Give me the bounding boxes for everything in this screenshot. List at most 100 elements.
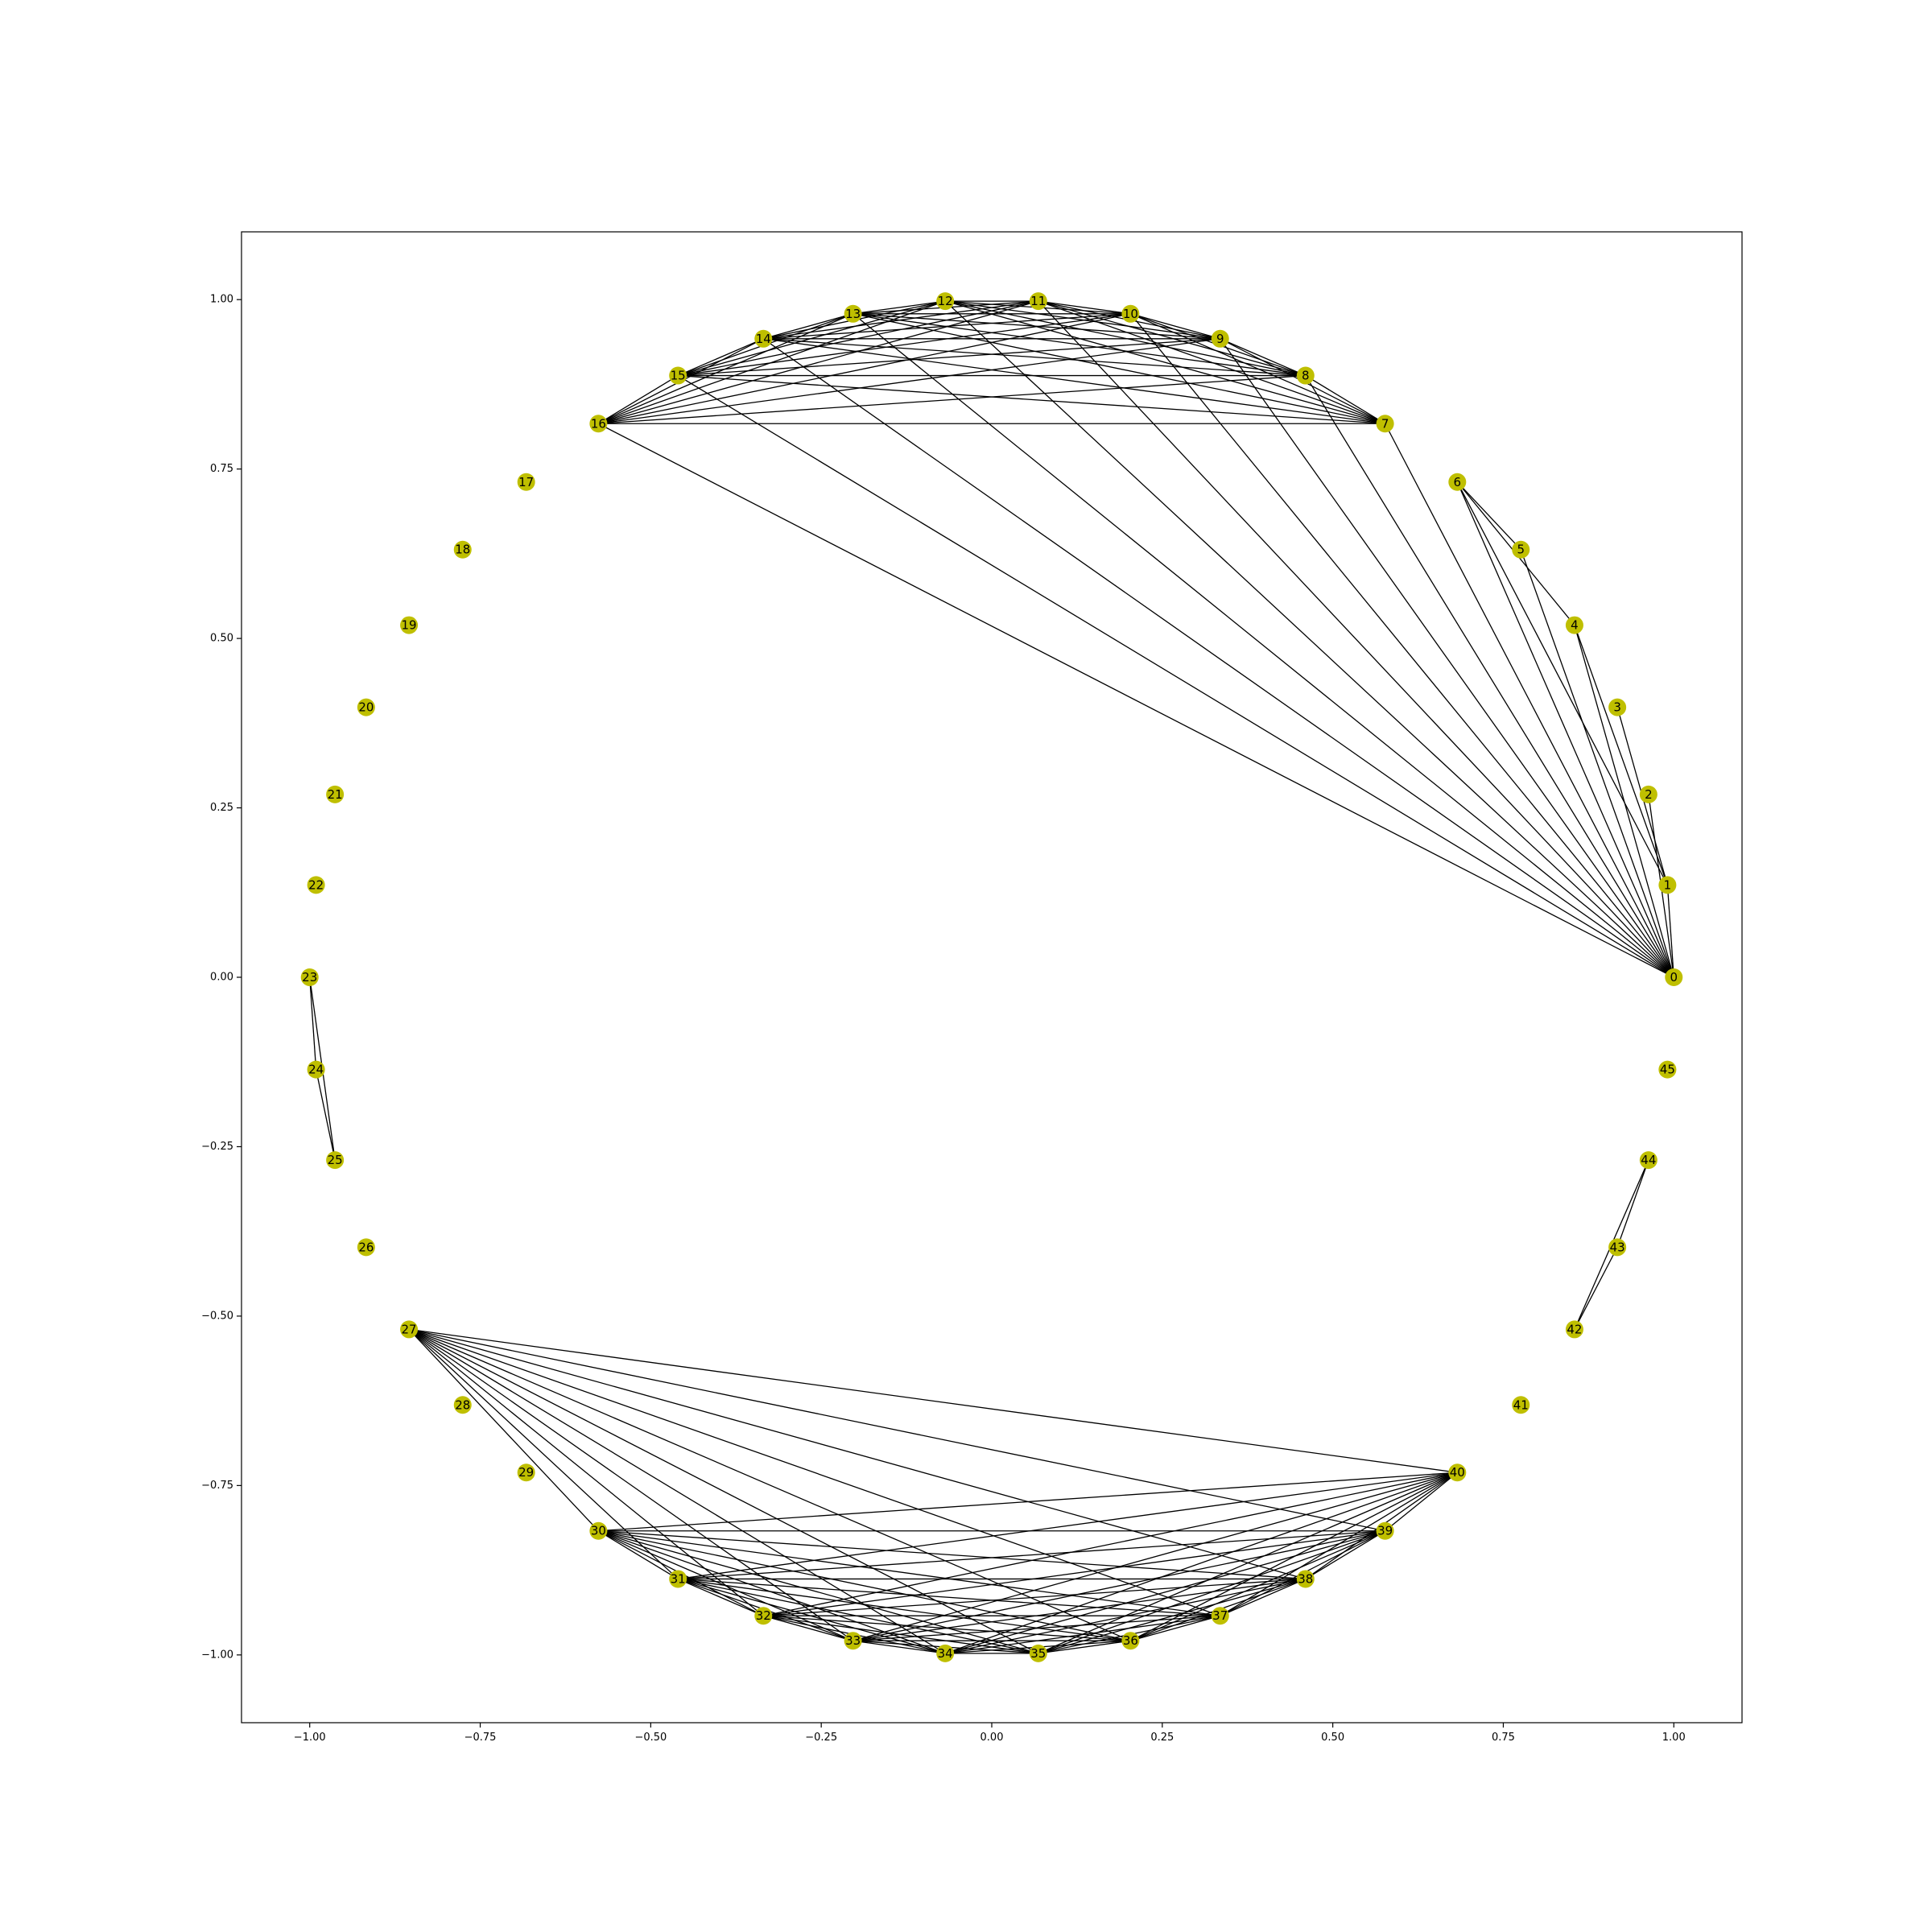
node-marker bbox=[1376, 415, 1394, 433]
node-17: 17 bbox=[517, 473, 535, 491]
node-label: 43 bbox=[1610, 1240, 1625, 1254]
edge-0-14 bbox=[762, 338, 1674, 978]
node-label: 34 bbox=[938, 1646, 953, 1661]
edge-7-13 bbox=[852, 313, 1385, 424]
x-tick-label: −0.25 bbox=[805, 1732, 837, 1744]
node-10: 10 bbox=[1121, 304, 1140, 323]
node-label: 21 bbox=[328, 787, 343, 802]
node-label: 11 bbox=[1030, 294, 1046, 308]
node-marker bbox=[517, 1463, 535, 1482]
node-marker bbox=[1639, 785, 1657, 803]
node-29: 29 bbox=[517, 1463, 535, 1482]
node-marker bbox=[1512, 1396, 1530, 1414]
node-label: 24 bbox=[308, 1063, 324, 1077]
node-33: 33 bbox=[844, 1632, 862, 1650]
node-label: 18 bbox=[455, 543, 470, 557]
node-label: 41 bbox=[1513, 1397, 1529, 1412]
node-27: 27 bbox=[400, 1320, 419, 1339]
node-marker bbox=[1448, 1463, 1467, 1482]
node-label: 1 bbox=[1664, 877, 1672, 892]
node-label: 20 bbox=[358, 700, 374, 715]
node-label: 22 bbox=[308, 877, 324, 892]
edge-0-5 bbox=[1520, 549, 1674, 978]
edge-0-9 bbox=[1220, 338, 1674, 978]
node-marker bbox=[1211, 329, 1229, 348]
node-9: 9 bbox=[1211, 329, 1229, 348]
node-marker bbox=[400, 1320, 419, 1339]
node-41: 41 bbox=[1512, 1396, 1530, 1414]
y-axis-ticks: 1.00 0.75 0.50 0.25 0.00 −0.25 −0.50 −0.75 −1.00 bbox=[201, 294, 242, 1661]
edge-0-8 bbox=[1305, 375, 1674, 978]
node-label: 35 bbox=[1030, 1646, 1046, 1661]
node-42: 42 bbox=[1565, 1320, 1583, 1339]
node-15: 15 bbox=[669, 366, 687, 385]
edge-5-6 bbox=[1456, 481, 1521, 551]
edge-11-16 bbox=[598, 300, 1038, 424]
node-marker bbox=[754, 1607, 773, 1625]
node-marker bbox=[754, 329, 773, 348]
node-24: 24 bbox=[307, 1060, 325, 1079]
node-marker bbox=[1376, 1521, 1394, 1540]
node-marker bbox=[1211, 1607, 1229, 1625]
node-25: 25 bbox=[326, 1151, 345, 1170]
node-marker bbox=[1029, 292, 1047, 311]
edge-13-14 bbox=[763, 313, 853, 340]
edge-35-36 bbox=[1038, 1640, 1131, 1654]
edge-30-38 bbox=[598, 1530, 1306, 1580]
node-14: 14 bbox=[754, 329, 773, 348]
node-marker bbox=[589, 1521, 608, 1540]
edge-8-9 bbox=[1220, 338, 1307, 377]
node-label: 44 bbox=[1641, 1153, 1656, 1167]
edge-27-36 bbox=[408, 1328, 1131, 1641]
node-marker bbox=[589, 415, 608, 433]
edge-36-40 bbox=[1130, 1472, 1458, 1641]
edge-31-32 bbox=[677, 1578, 764, 1616]
edge-33-34 bbox=[852, 1640, 946, 1654]
edge-10-11 bbox=[1038, 300, 1131, 315]
node-label: 30 bbox=[591, 1524, 606, 1538]
y-tick-label: −0.75 bbox=[201, 1480, 233, 1492]
edge-0-15 bbox=[677, 375, 1674, 978]
edge-0-7 bbox=[1385, 423, 1674, 978]
edge-34-39 bbox=[945, 1530, 1385, 1654]
x-tick-label: 0.00 bbox=[980, 1732, 1004, 1744]
edge-32-40 bbox=[763, 1472, 1458, 1616]
node-12: 12 bbox=[936, 292, 955, 311]
node-marker bbox=[844, 304, 862, 323]
node-label: 36 bbox=[1123, 1633, 1138, 1648]
node-label: 40 bbox=[1450, 1465, 1465, 1480]
node-label: 5 bbox=[1517, 543, 1525, 557]
edge-36-37 bbox=[1130, 1615, 1220, 1641]
node-label: 17 bbox=[518, 475, 534, 489]
x-tick-label: −0.50 bbox=[634, 1732, 667, 1744]
node-18: 18 bbox=[453, 540, 472, 559]
node-label: 45 bbox=[1660, 1063, 1675, 1077]
edge-32-38 bbox=[763, 1578, 1306, 1616]
edge-10-15 bbox=[678, 313, 1131, 377]
node-label: 16 bbox=[591, 416, 606, 431]
node-marker bbox=[1121, 304, 1140, 323]
edge-27-40 bbox=[408, 1328, 1458, 1473]
node-marker bbox=[1608, 1238, 1627, 1257]
edge-31-39 bbox=[678, 1530, 1385, 1580]
edge-37-40 bbox=[1220, 1472, 1458, 1616]
node-marker bbox=[1658, 876, 1677, 894]
edge-35-40 bbox=[1038, 1472, 1458, 1654]
y-tick-label: −1.00 bbox=[201, 1649, 233, 1661]
node-marker bbox=[453, 540, 472, 559]
node-34: 34 bbox=[936, 1644, 955, 1662]
edge-39-40 bbox=[1385, 1472, 1458, 1532]
y-tick-label: 0.50 bbox=[210, 633, 233, 645]
edge-0-6 bbox=[1456, 481, 1674, 978]
node-marker bbox=[1512, 540, 1530, 559]
edge-9-10 bbox=[1130, 313, 1220, 340]
node-marker bbox=[1639, 1151, 1657, 1170]
node-label: 6 bbox=[1454, 475, 1462, 489]
node-26: 26 bbox=[357, 1238, 375, 1257]
node-31: 31 bbox=[669, 1570, 687, 1588]
node-marker bbox=[1565, 616, 1583, 634]
node-30: 30 bbox=[589, 1521, 608, 1540]
edge-1-6 bbox=[1456, 481, 1668, 886]
edge-0-11 bbox=[1038, 300, 1674, 978]
